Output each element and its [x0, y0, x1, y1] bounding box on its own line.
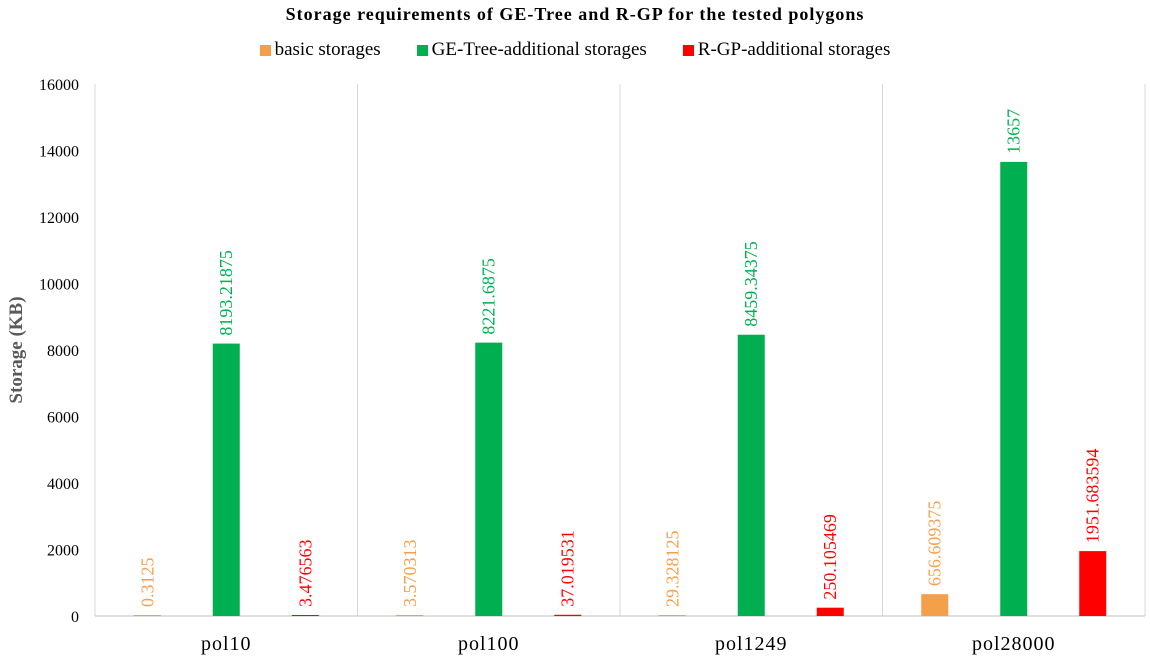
legend-item-getree: GE-Tree-additional storages: [416, 39, 647, 61]
data-labels: 0.3125 3.570313 29.328125 656.609375 8193.21…: [137, 109, 1103, 607]
y-axis-ticks: 0 2000 4000 6000 8000 10000 12000 14000 16000: [39, 77, 79, 626]
x-tick-label: pol100: [458, 633, 520, 655]
y-axis-label: Storage (KB): [6, 296, 27, 403]
bar: [212, 343, 240, 616]
legend-label-basic: basic storages: [274, 39, 381, 60]
data-label: 13657: [1004, 109, 1024, 154]
bar: [737, 334, 765, 616]
data-label: 3.476563: [295, 540, 315, 608]
bar: [921, 594, 949, 616]
legend-item-basic: basic storages: [259, 39, 381, 61]
bar: [816, 607, 844, 616]
legend-label-getree: GE-Tree-additional storages: [431, 39, 647, 60]
y-tick-label: 6000: [47, 410, 79, 427]
y-tick-label: 10000: [39, 277, 79, 294]
data-label: 8459.34375: [741, 241, 761, 327]
bar: [1000, 161, 1028, 616]
y-tick-label: 12000: [39, 210, 79, 227]
data-label: 3.570313: [400, 540, 420, 608]
data-label: 8193.21875: [216, 250, 236, 336]
y-tick-label: 14000: [39, 144, 79, 161]
data-label: 37.019531: [558, 530, 578, 607]
bar: [133, 615, 161, 616]
data-label: 1951.683594: [1083, 449, 1103, 544]
chart-axes: [94, 84, 1146, 617]
legend-swatch-rgp: [682, 44, 694, 56]
data-label: 29.328125: [662, 531, 682, 608]
data-label: 0.3125: [137, 558, 157, 608]
y-tick-label: 8000: [47, 343, 79, 360]
data-label: 8221.6875: [479, 258, 499, 335]
y-tick-label: 4000: [47, 476, 79, 493]
x-tick-label: pol10: [201, 633, 252, 655]
x-tick-label: pol28000: [972, 633, 1056, 655]
x-tick-label: pol1249: [715, 633, 788, 655]
legend-label-rgp: R-GP-additional storages: [697, 39, 891, 60]
bar: [475, 342, 503, 616]
legend: basic storages GE-Tree-additional storag…: [0, 39, 1150, 61]
legend-swatch-basic: [259, 44, 271, 56]
bar: [396, 615, 424, 616]
data-label: 250.105469: [820, 514, 840, 600]
legend-item-rgp: R-GP-additional storages: [682, 39, 891, 61]
chart-title: Storage requirements of GE-Tree and R-GP…: [285, 4, 865, 24]
y-tick-label: 16000: [39, 77, 79, 94]
bar: [291, 615, 319, 616]
bar: [554, 614, 582, 616]
bar: [658, 615, 686, 616]
y-tick-label: 0: [71, 609, 79, 626]
chart-bars: [133, 161, 1107, 616]
data-label: 656.609375: [925, 501, 945, 587]
bar: [1079, 551, 1107, 616]
y-tick-label: 2000: [47, 543, 79, 560]
legend-swatch-getree: [416, 44, 428, 56]
x-axis-categories: pol10 pol100 pol1249 pol28000: [201, 633, 1056, 655]
